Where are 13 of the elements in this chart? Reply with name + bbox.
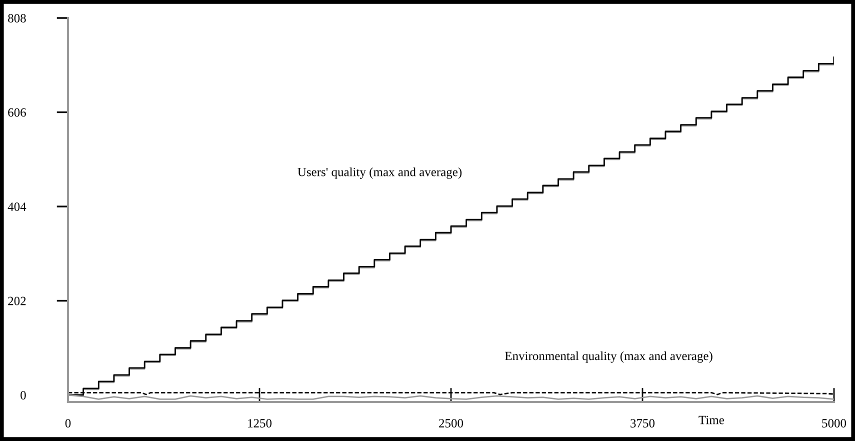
x-tick-label: 2500 xyxy=(439,419,464,428)
y-tick-label: 606 xyxy=(8,108,26,117)
annotation: Environmental quality (max and average) xyxy=(505,351,712,363)
x-tick-label: 1250 xyxy=(248,419,272,428)
x-tick-label: 5000 xyxy=(822,419,846,428)
y-tick-label: 202 xyxy=(8,296,26,306)
x-tick-label: 3750 xyxy=(630,419,655,428)
y-tick-label: 0 xyxy=(20,391,26,400)
y-tick-label: 808 xyxy=(8,14,26,22)
x-axis-title: Time xyxy=(698,416,724,424)
annotation: Users' quality (max and average) xyxy=(298,167,462,179)
x-tick-label: 0 xyxy=(65,419,71,428)
y-tick-label: 404 xyxy=(8,202,26,211)
